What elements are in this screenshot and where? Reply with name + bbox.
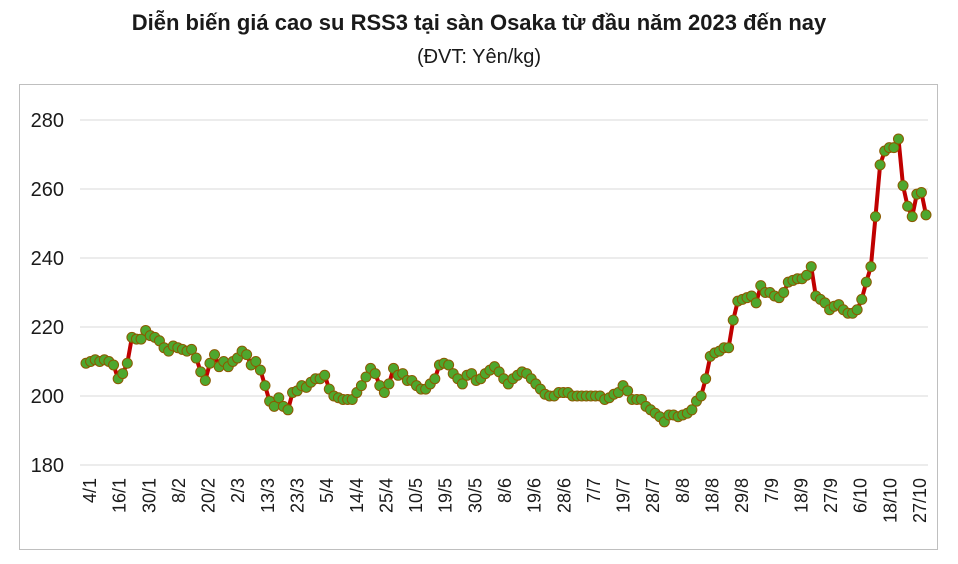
x-tick-label: 8/8 [673,478,693,503]
y-axis-ticks: 180 200 220 240 260 280 [31,110,64,477]
data-point [750,297,762,309]
y-tick-label: 280 [31,110,64,132]
data-point [920,209,932,221]
data-point [190,352,202,364]
data-point [856,293,868,305]
data-point [254,364,266,376]
x-tick-label: 10/5 [406,478,426,513]
x-tick-label: 27/9 [821,478,841,513]
gridlines [80,119,928,466]
x-tick-label: 19/6 [525,478,545,513]
data-point [456,378,468,390]
data-point [443,359,455,371]
x-tick-label: 6/10 [851,478,871,513]
data-point [355,380,367,392]
data-point [250,356,262,367]
x-tick-label: 20/2 [199,478,219,513]
data-point [700,373,712,385]
data-point [259,380,271,392]
data-point [892,133,904,145]
x-tick-label: 30/1 [139,478,159,513]
x-tick-label: 7/9 [762,478,782,503]
data-point [429,373,441,385]
data-point [695,390,707,402]
data-point [209,349,221,361]
x-tick-label: 2/3 [228,478,248,503]
x-tick-label: 5/4 [317,478,337,503]
x-tick-label: 18/10 [880,478,900,523]
x-tick-label: 30/5 [465,478,485,513]
x-tick-label: 18/9 [791,478,811,513]
x-tick-label: 13/3 [258,478,278,513]
chart-title: Diễn biến giá cao su RSS3 tại sàn Osaka … [131,10,827,35]
x-tick-label: 25/4 [376,478,396,513]
data-point [906,211,918,223]
x-tick-label: 16/1 [110,478,130,513]
y-tick-label: 180 [31,455,64,477]
chart-subtitle: (ĐVT: Yên/kg) [416,46,542,68]
data-point [186,343,198,355]
y-tick-label: 220 [31,317,64,339]
x-tick-label: 8/2 [169,478,189,503]
data-point [902,200,914,212]
x-tick-label: 19/7 [614,478,634,513]
data-point [723,342,735,354]
data-point [108,359,120,371]
y-tick-label: 260 [31,179,64,201]
chart-frame [19,84,938,550]
data-point [686,404,698,416]
x-tick-label: 18/8 [703,478,723,513]
data-point [860,276,872,288]
data-point [778,287,790,298]
data-point [117,368,129,380]
data-point [369,368,381,380]
data-point [121,357,133,369]
data-point [870,211,882,223]
data-point [378,387,390,399]
x-tick-label: 19/5 [436,478,456,513]
data-point [622,385,634,397]
data-point [319,369,331,381]
series-markers [80,133,932,428]
data-point [199,374,211,386]
data-point [282,404,294,416]
x-tick-label: 29/8 [732,478,752,513]
y-tick-label: 240 [31,248,64,270]
x-tick-label: 23/3 [288,478,308,513]
x-tick-label: 14/4 [347,478,367,513]
x-tick-label: 28/7 [643,478,663,513]
data-point [801,269,813,281]
data-point [915,186,927,198]
data-point [727,314,739,326]
data-point [805,261,817,273]
data-point [383,378,395,390]
data-point [241,349,253,361]
data-point [874,159,886,171]
x-tick-label: 28/6 [554,478,574,513]
data-point [865,261,877,273]
data-point [888,142,900,154]
data-point [851,304,863,316]
data-point [897,180,909,192]
x-tick-label: 7/7 [584,478,604,503]
x-tick-label: 8/6 [495,478,515,503]
data-point [195,366,207,378]
data-point [273,392,285,404]
x-tick-label: 27/10 [910,478,930,523]
y-tick-label: 200 [31,386,64,408]
x-axis-ticks: 4/1 16/1 30/1 8/2 20/2 2/3 13/3 23/3 5/4 14/4 25/4… [80,478,930,523]
x-tick-label: 4/1 [80,478,100,503]
